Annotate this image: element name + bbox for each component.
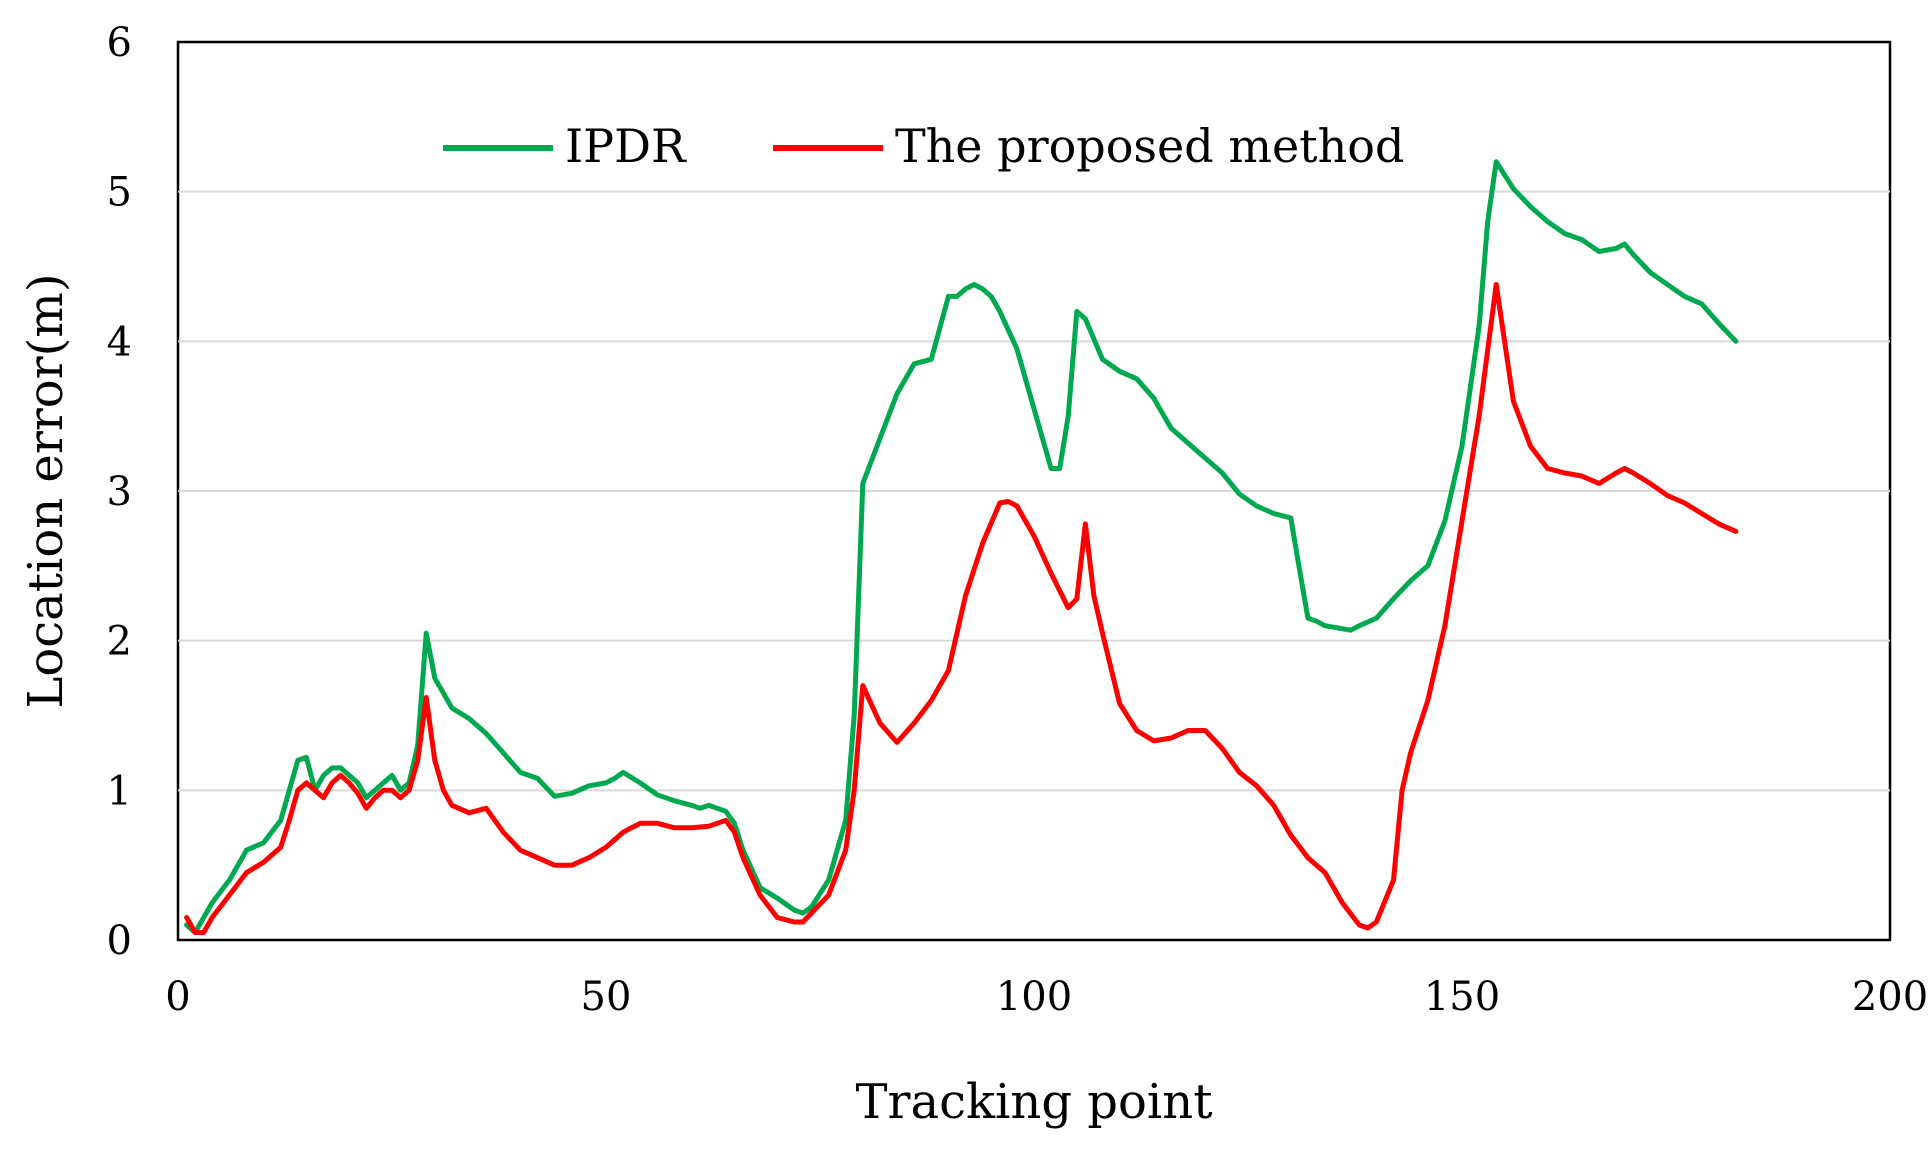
y-tick-label: 6	[107, 20, 132, 66]
y-tick-labels: 0 1 2 3 4 5 6	[107, 20, 132, 964]
y-tick-label: 0	[107, 918, 132, 964]
legend-label-proposed: The proposed method	[895, 119, 1404, 173]
y-tick-label: 4	[107, 319, 132, 365]
legend-label-ipdr: IPDR	[565, 119, 687, 173]
x-tick-label: 0	[165, 974, 190, 1020]
series-lines	[184, 159, 1739, 935]
y-tick-label: 2	[107, 619, 132, 665]
x-tick-label: 50	[581, 974, 632, 1020]
x-tick-label: 150	[1424, 974, 1500, 1020]
y-tick-label: 5	[107, 170, 132, 216]
x-tick-label: 200	[1852, 974, 1928, 1020]
x-tick-label: 100	[996, 974, 1072, 1020]
series-line-proposed	[184, 282, 1739, 935]
gridlines	[178, 190, 1890, 792]
y-axis-label: Location error(m)	[18, 273, 74, 708]
legend: IPDR The proposed method	[443, 119, 1404, 173]
y-tick-label: 3	[107, 469, 132, 515]
x-axis-label: Tracking point	[856, 1074, 1213, 1130]
x-tick-labels: 0 50 100 150 200	[165, 974, 1928, 1020]
y-tick-label: 1	[107, 768, 132, 814]
series-line-ipdr	[184, 159, 1739, 935]
